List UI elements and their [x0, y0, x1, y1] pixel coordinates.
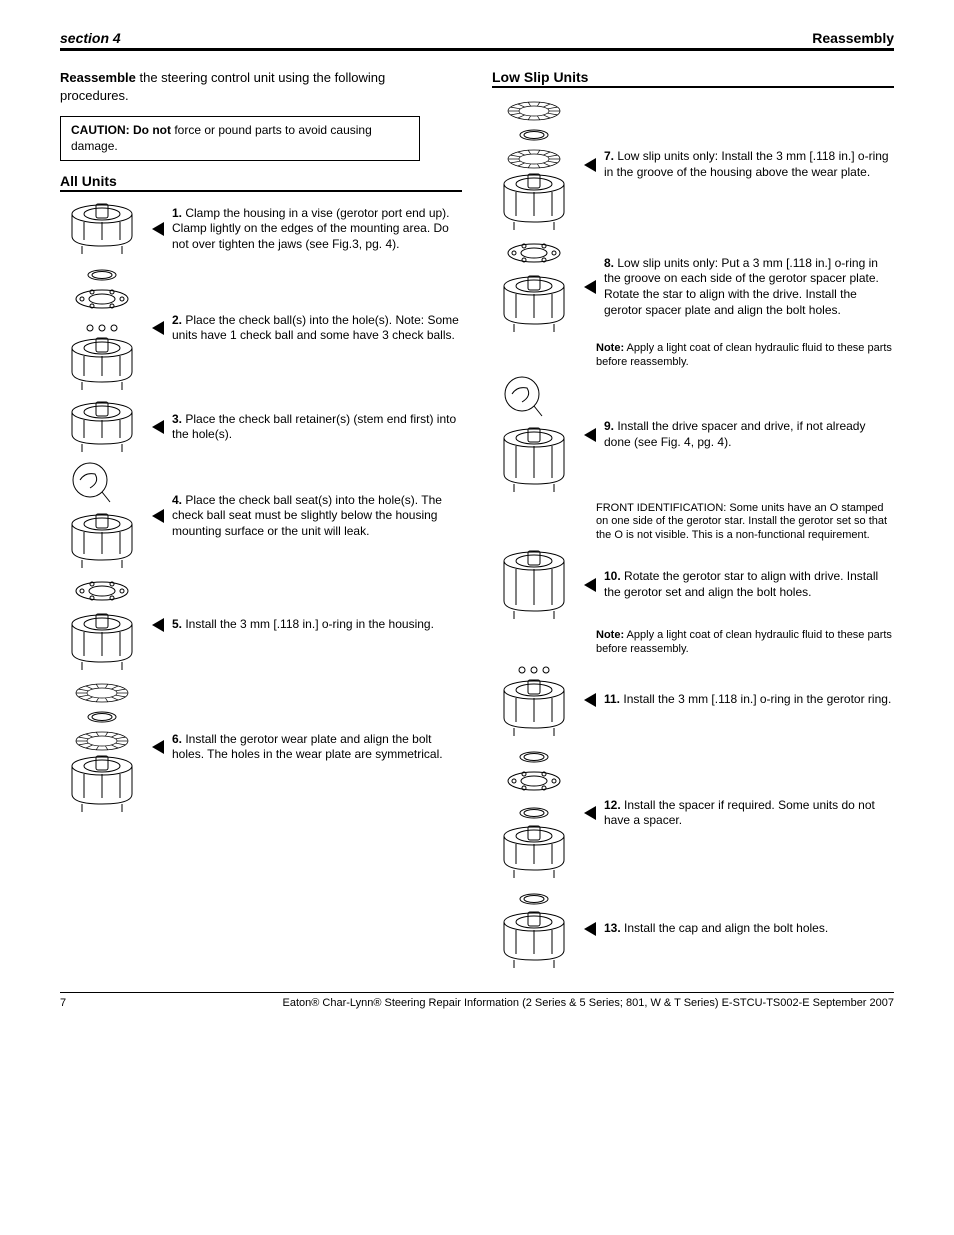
step-illustration [492, 98, 576, 232]
intro-text: Reassemble the steering control unit usi… [60, 69, 420, 104]
pointer-icon [152, 618, 164, 632]
step-row: 4. Place the check ball seat(s) into the… [60, 462, 462, 570]
pointer-icon [152, 509, 164, 523]
footer-info: Eaton® Char-Lynn® Steering Repair Inform… [283, 997, 895, 1009]
step-text: 9. Install the drive spacer and drive, i… [604, 419, 894, 450]
step-text: 10. Rotate the gerotor star to align wit… [604, 569, 894, 600]
step-illustration [60, 400, 144, 454]
step-illustration [492, 746, 576, 880]
step-illustration [60, 680, 144, 814]
step-illustration [492, 549, 576, 621]
step-illustration [492, 888, 576, 970]
caution-box: CAUTION: Do not force or pound parts to … [60, 116, 420, 161]
step-text: 6. Install the gerotor wear plate and al… [172, 732, 462, 763]
header-title: Reassembly [812, 30, 894, 46]
step-illustration [60, 202, 144, 256]
step-row: 11. Install the 3 mm [.118 in.] o-ring i… [492, 662, 894, 738]
step-illustration [60, 578, 144, 672]
step-text: 1. Clamp the housing in a vise (gerotor … [172, 206, 462, 253]
pointer-icon [152, 420, 164, 434]
header-section: section 4 [60, 30, 121, 46]
pointer-icon [584, 922, 596, 936]
step-row: 9. Install the drive spacer and drive, i… [492, 376, 894, 494]
footer-page: 7 [60, 997, 66, 1009]
step-row: 2. Place the check ball(s) into the hole… [60, 264, 462, 392]
pointer-icon [584, 280, 596, 294]
step-row: 8. Low slip units only: Put a 3 mm [.118… [492, 240, 894, 334]
pointer-icon [152, 321, 164, 335]
step-row: 6. Install the gerotor wear plate and al… [60, 680, 462, 814]
step-illustration [60, 264, 144, 392]
step-illustration [492, 240, 576, 334]
step-row: 3. Place the check ball retainer(s) (ste… [60, 400, 462, 454]
step-text: 5. Install the 3 mm [.118 in.] o-ring in… [172, 617, 462, 633]
pointer-icon [584, 428, 596, 442]
step-text: 12. Install the spacer if required. Some… [604, 798, 894, 829]
step-text: 7. Low slip units only: Install the 3 mm… [604, 149, 894, 180]
step-note: Note: Apply a light coat of clean hydrau… [596, 629, 894, 657]
step-text: 11. Install the 3 mm [.118 in.] o-ring i… [604, 692, 894, 708]
step-text: 13. Install the cap and align the bolt h… [604, 921, 894, 937]
step-text: 3. Place the check ball retainer(s) (ste… [172, 412, 462, 443]
section-title: All Units [60, 173, 462, 192]
step-row: 10. Rotate the gerotor star to align wit… [492, 549, 894, 621]
step-row: 13. Install the cap and align the bolt h… [492, 888, 894, 970]
pointer-icon [152, 740, 164, 754]
pointer-icon [584, 578, 596, 592]
step-row: 12. Install the spacer if required. Some… [492, 746, 894, 880]
step-text: 2. Place the check ball(s) into the hole… [172, 313, 462, 344]
step-row: 1. Clamp the housing in a vise (gerotor … [60, 202, 462, 256]
pointer-icon [584, 693, 596, 707]
step-text: 4. Place the check ball seat(s) into the… [172, 493, 462, 540]
step-row: 7. Low slip units only: Install the 3 mm… [492, 98, 894, 232]
step-note: FRONT IDENTIFICATION: Some units have an… [596, 502, 894, 543]
pointer-icon [584, 806, 596, 820]
step-illustration [492, 662, 576, 738]
step-row: 5. Install the 3 mm [.118 in.] o-ring in… [60, 578, 462, 672]
step-illustration [60, 462, 144, 570]
step-text: 8. Low slip units only: Put a 3 mm [.118… [604, 256, 894, 318]
section-title: Low Slip Units [492, 69, 894, 88]
pointer-icon [584, 158, 596, 172]
step-note: Note: Apply a light coat of clean hydrau… [596, 342, 894, 370]
step-illustration [492, 376, 576, 494]
pointer-icon [152, 222, 164, 236]
